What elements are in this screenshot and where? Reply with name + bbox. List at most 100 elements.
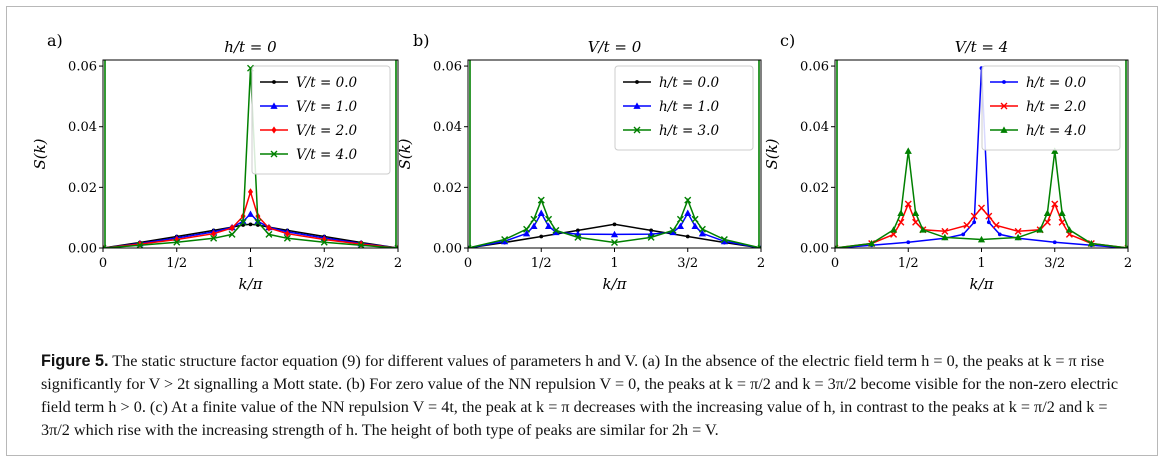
data-point [530,222,538,230]
data-point [985,212,993,220]
legend-label: V/t = 0.0 [296,75,357,91]
data-point [539,234,544,239]
data-point [228,230,236,238]
data-point [1043,209,1052,217]
data-point [229,224,235,232]
data-point [647,233,655,241]
legend-label: h/t = 2.0 [1026,99,1086,115]
data-point [358,240,364,248]
legend-entry: h/t = 1.0 [623,99,719,115]
y-tick-label: 0.02 [433,181,462,196]
data-point [210,234,218,242]
data-point [669,228,677,236]
x-tick-label: 2 [1124,256,1132,271]
x-tick-label: 3/2 [677,256,698,271]
data-point [720,237,728,245]
legend-entry: h/t = 0.0 [990,75,1086,91]
x-tick-label: 0 [464,256,472,271]
legend-marker [633,126,641,134]
data-point [911,209,920,217]
series-2 [468,209,761,248]
series-line [835,150,1128,248]
data-point [321,235,327,244]
figure-caption: Figure 5. The static structure factor eq… [41,350,1131,442]
data-point [890,226,898,233]
x-tick-label: 3/2 [314,256,335,271]
legend: h/t = 0.0 h/t = 1.0 h/t = 3.0 [614,65,754,151]
legend-entry: V/t = 1.0 [260,99,357,115]
panel-title: h/t = 0 [224,38,277,56]
data-point [1043,218,1051,226]
legend-label: h/t = 0.0 [659,75,719,91]
data-point [1087,239,1095,247]
data-point [610,230,619,238]
y-tick-label: 0.06 [68,60,97,75]
data-point [523,229,531,237]
y-axis-label: S(k) [763,138,781,169]
legend-entry: V/t = 4.0 [260,147,357,163]
chart-panel-3: c) V/t = 4 0 1/2 1 3/2 2 0.00 0.02 0.04 0.06 k/π S(k… [763,31,1132,293]
x-tick-label: 1 [610,256,618,271]
legend-label: V/t = 4.0 [296,147,357,163]
data-point [906,240,911,245]
figure-charts: a) h/t = 0 0 1/2 1 3/2 2 0.00 0.02 0.04 0.06 k/π S(k… [31,31,1132,293]
data-point [574,233,582,241]
data-point [897,218,905,226]
y-tick-label: 0.04 [68,120,97,135]
data-point [136,241,144,248]
legend-marker [271,126,277,134]
panel-label: c) [780,31,795,50]
data-point [552,226,560,234]
data-point [1014,227,1022,235]
y-axis-label: S(k) [396,138,414,169]
y-tick-label: 0.06 [800,60,829,75]
data-point [897,209,905,217]
data-point [537,209,545,217]
panel-label: b) [413,31,429,50]
data-point [970,212,978,220]
x-tick-label: 0 [831,256,839,271]
data-point [698,229,706,237]
panel-label: a) [47,31,63,50]
data-point [357,241,365,248]
y-tick-label: 0.06 [433,60,462,75]
chart-panel-1: a) h/t = 0 0 1/2 1 3/2 2 0.00 0.02 0.04 0.06 k/π S(k… [31,31,402,293]
y-tick-label: 0.00 [433,242,462,257]
data-point [501,236,509,244]
data-point [941,233,949,241]
data-point [941,227,949,235]
legend-marker [1002,80,1006,84]
x-axis-label: k/π [602,275,627,293]
legend-box [614,65,754,151]
legend-marker [1000,126,1008,133]
data-point [961,232,966,237]
data-point [684,209,692,217]
data-point [972,220,977,225]
data-point [174,235,180,244]
series-line [103,189,398,248]
legend-label: h/t = 4.0 [1026,123,1086,139]
data-point [537,196,545,204]
data-point [501,237,509,245]
data-point [544,222,553,230]
data-point [530,215,538,223]
data-point [266,224,272,232]
data-point [720,236,728,244]
data-point [1014,233,1022,241]
data-point [283,234,291,242]
data-point [612,222,617,227]
data-point [1051,147,1059,154]
data-point [254,218,262,226]
data-point [1052,240,1057,245]
x-tick-label: 1 [246,256,254,271]
data-point [691,215,699,223]
data-point [523,225,531,233]
series-2 [835,200,1128,248]
data-point [978,204,985,212]
data-point [137,240,143,248]
data-point [997,232,1002,237]
data-point [320,238,328,246]
data-point [248,222,253,227]
data-point [904,200,912,208]
data-point [552,228,560,236]
